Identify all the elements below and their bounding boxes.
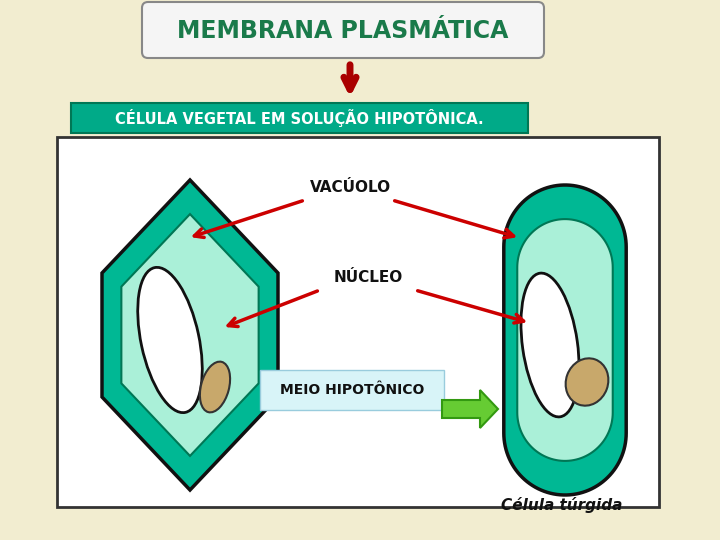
Text: MEMBRANA PLASMÁTICA: MEMBRANA PLASMÁTICA	[177, 19, 509, 43]
Polygon shape	[442, 390, 498, 428]
Polygon shape	[102, 180, 278, 490]
FancyBboxPatch shape	[260, 370, 444, 410]
FancyBboxPatch shape	[71, 103, 528, 133]
FancyBboxPatch shape	[142, 2, 544, 58]
Ellipse shape	[200, 362, 230, 413]
Polygon shape	[517, 219, 613, 461]
Text: NÚCLEO: NÚCLEO	[333, 271, 402, 286]
Text: MEIO HIPOTÔNICO: MEIO HIPOTÔNICO	[280, 383, 424, 397]
Text: VACÚOLO: VACÚOLO	[310, 180, 390, 195]
FancyBboxPatch shape	[57, 137, 659, 507]
Text: Célula túrgida: Célula túrgida	[501, 497, 623, 513]
Ellipse shape	[138, 267, 202, 413]
Ellipse shape	[521, 273, 579, 417]
Polygon shape	[504, 185, 626, 495]
Ellipse shape	[566, 359, 608, 406]
Text: CÉLULA VEGETAL EM SOLUÇÃO HIPOTÔNICA.: CÉLULA VEGETAL EM SOLUÇÃO HIPOTÔNICA.	[114, 109, 483, 127]
Polygon shape	[122, 214, 258, 456]
